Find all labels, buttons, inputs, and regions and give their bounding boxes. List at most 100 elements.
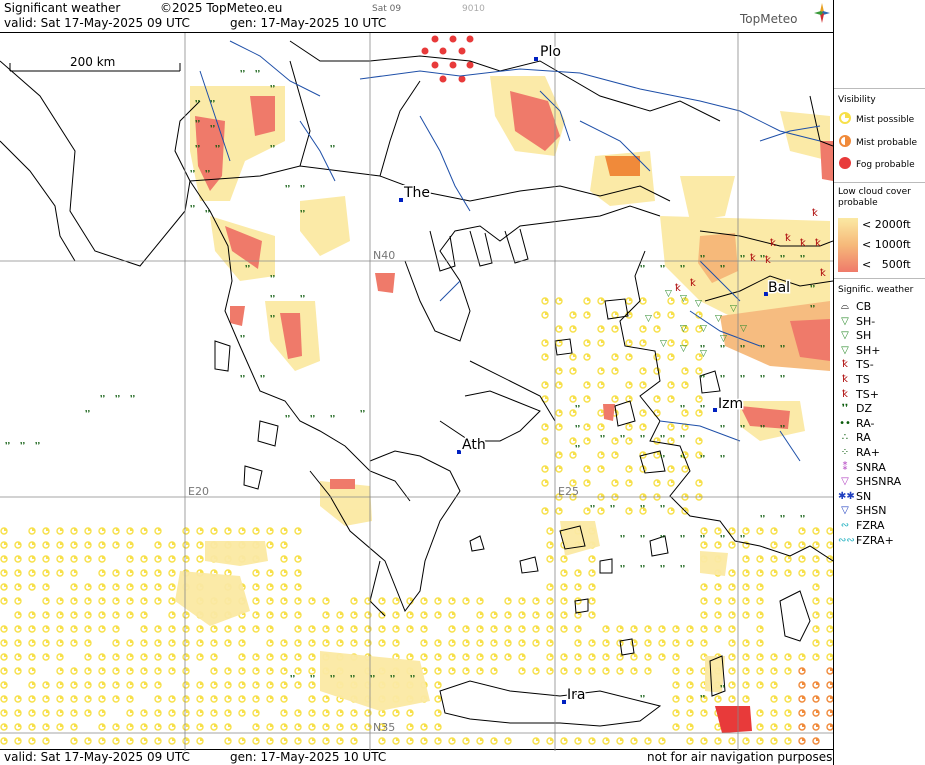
drizzle-symbol: ❜❜ [640, 264, 645, 273]
mist-dot [42, 653, 50, 661]
mist-dot [541, 423, 549, 431]
mist-dot [308, 639, 316, 647]
mist-dot [546, 611, 554, 619]
mist-dot [168, 737, 176, 745]
drizzle-symbol: ❜❜ [780, 344, 785, 353]
mist-dot [84, 709, 92, 717]
mist-dot [28, 583, 36, 591]
legend-weather-label: SHSN [856, 504, 887, 518]
shower-icon: ▽ [841, 330, 849, 342]
mist-dot [756, 583, 764, 591]
mist-dot [555, 381, 563, 389]
drizzle-symbol: ❜❜ [190, 169, 195, 178]
mist-dot [434, 723, 442, 731]
drizzle-symbol: ❜❜ [700, 534, 705, 543]
mist-dot [555, 451, 563, 459]
city-label-bal: Bal [768, 280, 790, 296]
mist-dot [70, 681, 78, 689]
mist-dot [625, 311, 633, 319]
mist-dot [812, 555, 820, 563]
mist-dot [756, 611, 764, 619]
mist-dot [630, 737, 638, 745]
mist-dot [70, 737, 78, 745]
mist-dot [756, 597, 764, 605]
mist-dot [756, 667, 764, 675]
mist-dot [0, 723, 8, 731]
mist-dot [182, 611, 190, 619]
mist-dot [462, 597, 470, 605]
mist-dot [280, 611, 288, 619]
mist-dot [420, 625, 428, 633]
weather-map[interactable]: ❜❜ ❜❜ ❜❜ ❜❜ ❜❜ ❜❜ ❜❜ ❜❜ ❜❜ ❜❜ ❜❜ ❜❜ ❜❜ ❜❜ ❜❜ ❜❜ ❜❜ ❜❜ ❜❜ ❜❜… [0, 32, 833, 751]
mist-dot [70, 555, 78, 563]
drizzle-symbol: ❜❜ [810, 284, 815, 293]
mist-dot [742, 555, 750, 563]
mist-dot [583, 423, 591, 431]
mist-dot [140, 611, 148, 619]
shower-symbol: ▽ [660, 339, 667, 349]
thunderstorm-light-icon: ꝁ [842, 359, 848, 371]
mist-dot [378, 625, 386, 633]
drizzle-symbol: ❜❜ [610, 504, 615, 513]
drizzle-symbol: ❜❜ [660, 534, 665, 543]
mist-dot [364, 625, 372, 633]
mist-dot [140, 555, 148, 563]
mist-dot [336, 723, 344, 731]
mist-dot [597, 409, 605, 417]
mist-dot [112, 681, 120, 689]
mist-dot [798, 653, 806, 661]
mist-dot [224, 639, 232, 647]
mist-dot [252, 611, 260, 619]
mist-dot [588, 737, 596, 745]
mist-dot [476, 667, 484, 675]
mist-dot [583, 465, 591, 473]
mist-dot [462, 653, 470, 661]
drizzle-symbol: ❜❜ [640, 434, 645, 443]
mist-dot [84, 555, 92, 563]
drizzle-symbol: ❜❜ [640, 504, 645, 513]
mist-dot [681, 297, 689, 305]
mist-dot [28, 541, 36, 549]
mist-dot [826, 527, 833, 535]
mist-dot [653, 395, 661, 403]
snow-icon: ✱✱ [838, 490, 855, 502]
mist-dot [182, 681, 190, 689]
mist-dot [168, 723, 176, 731]
mist-dot [294, 555, 302, 563]
mist-dot [667, 465, 675, 473]
mist-dot [569, 367, 577, 375]
mist-dot [588, 597, 596, 605]
mist-dot [266, 723, 274, 731]
legend-weather-label: SH [856, 329, 872, 343]
mist-dot [798, 527, 806, 535]
mist-dot [770, 555, 778, 563]
mist-dot [28, 569, 36, 577]
mist-dot [84, 597, 92, 605]
mist-dot [252, 723, 260, 731]
header-generated-time: gen: 17-May-2025 10 UTC [230, 16, 387, 30]
mist-dot [28, 611, 36, 619]
mist-dot [462, 737, 470, 745]
mist-dot [611, 367, 619, 375]
mist-dot [653, 311, 661, 319]
legend-weather-sn: ✱✱ SN [838, 490, 871, 503]
mist-dot [686, 639, 694, 647]
mist-dot [728, 569, 736, 577]
mist-dot [168, 709, 176, 717]
mist-dot [583, 339, 591, 347]
mist-dot [812, 723, 820, 731]
mist-dot [490, 639, 498, 647]
mist-dot [546, 625, 554, 633]
grid-label-n40: N40 [373, 249, 395, 262]
mist-dot [742, 737, 750, 745]
mist-dot [98, 527, 106, 535]
drizzle-symbol: ❜❜ [620, 534, 625, 543]
mist-dot [644, 653, 652, 661]
mist-dot [602, 737, 610, 745]
mist-dot [98, 653, 106, 661]
mist-dot [672, 681, 680, 689]
mist-dot [266, 625, 274, 633]
legend-weather-ts-: ꝁ TS+ [838, 388, 879, 401]
mist-dot [112, 737, 120, 745]
mist-dot [546, 541, 554, 549]
